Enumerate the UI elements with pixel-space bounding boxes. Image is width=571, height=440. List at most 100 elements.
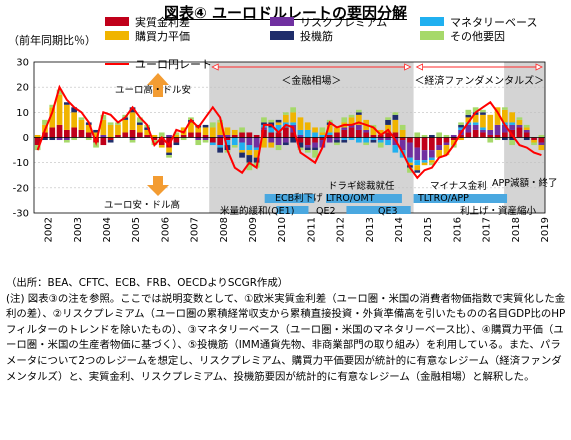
annotation-10: QE3 — [378, 206, 398, 217]
bar-4-5 — [71, 107, 77, 113]
bar-3-67 — [523, 127, 530, 130]
bar-0-36 — [297, 137, 304, 143]
bar-3-58 — [458, 137, 464, 141]
bar-5-42 — [341, 117, 348, 123]
bar-1-3 — [56, 137, 63, 141]
bar-0-60 — [472, 129, 479, 138]
bar-2-24 — [210, 142, 216, 146]
bar-4-61 — [480, 112, 486, 115]
bar-4-28 — [239, 152, 245, 158]
bar-3-3 — [56, 94, 63, 125]
bar-3-62 — [487, 114, 494, 130]
bar-1-41 — [334, 137, 340, 141]
up-arrow-icon — [147, 73, 169, 97]
bar-5-53 — [421, 134, 428, 138]
bar-0-43 — [348, 127, 355, 138]
bar-3-52 — [414, 165, 421, 171]
legend-swatch-1 — [270, 17, 294, 26]
x-tick-label-0: 2002 — [44, 217, 55, 242]
bar-0-59 — [465, 132, 472, 138]
bar-0-48 — [385, 132, 391, 138]
bar-0-64 — [502, 132, 508, 138]
bar-3-38 — [312, 127, 318, 133]
legend-swatch-5 — [420, 31, 444, 40]
bar-0-3 — [56, 124, 63, 138]
bar-1-22 — [195, 137, 202, 141]
bar-3-33 — [275, 122, 282, 125]
bar-0-32 — [268, 132, 275, 138]
bar-5-46 — [370, 124, 377, 128]
bar-5-43 — [348, 114, 355, 118]
bar-4-34 — [283, 142, 289, 146]
bar-2-48 — [385, 140, 391, 146]
annotation-0: ユーロ高・ドル安 — [115, 84, 191, 96]
bar-0-61 — [480, 132, 486, 138]
bar-2-26 — [224, 140, 231, 146]
bar-1-29 — [246, 137, 253, 146]
legend-swatch-2 — [420, 17, 444, 26]
x-tick-label-7: 2009 — [248, 217, 259, 242]
bar-0-21 — [188, 132, 194, 138]
regime-arrowhead-left-1 — [415, 63, 423, 71]
bar-0-30 — [253, 134, 260, 138]
bar-3-32 — [268, 142, 275, 148]
bar-5-66 — [516, 117, 523, 120]
bar-0-62 — [487, 134, 494, 138]
bar-5-52 — [414, 132, 421, 138]
bar-1-40 — [326, 137, 333, 143]
bar-5-38 — [312, 150, 318, 158]
bar-2-28 — [239, 142, 245, 151]
bar-2-32 — [268, 127, 275, 133]
bar-3-22 — [195, 127, 202, 133]
legend-label-4: 投機筋 — [300, 29, 333, 43]
bar-3-4 — [64, 104, 70, 130]
bar-3-27 — [231, 129, 238, 135]
bar-4-52 — [414, 170, 421, 173]
bar-1-33 — [275, 137, 282, 146]
bar-5-4 — [64, 140, 70, 143]
legend-label-1: リスクプレミアム — [300, 16, 387, 29]
bar-0-39 — [319, 137, 326, 141]
bar-2-33 — [275, 124, 282, 133]
bar-1-28 — [239, 137, 245, 143]
bar-5-40 — [326, 119, 333, 123]
bar-0-5 — [71, 127, 77, 138]
bar-3-29 — [246, 150, 253, 156]
annotation-9: QE2 — [316, 206, 336, 217]
bar-1-32 — [268, 137, 275, 143]
bar-0-24 — [210, 137, 216, 143]
bar-1-69 — [538, 142, 545, 146]
bar-0-57 — [450, 137, 457, 141]
bar-1-26 — [224, 134, 231, 138]
ltro-omt-banner — [326, 194, 402, 203]
bar-3-37 — [304, 122, 311, 130]
bar-3-57 — [450, 140, 457, 146]
bar-5-54 — [429, 162, 435, 166]
bar-series — [34, 89, 545, 173]
bar-4-36 — [297, 142, 304, 148]
bar-0-58 — [458, 134, 464, 138]
bar-3-11 — [115, 124, 121, 135]
bar-1-54 — [429, 150, 435, 158]
bar-5-29 — [246, 162, 253, 171]
bar-0-51 — [407, 137, 413, 143]
bar-1-39 — [319, 140, 326, 148]
y-tick-label-1: 20 — [16, 83, 29, 94]
bar-1-38 — [312, 142, 318, 148]
bar-5-64 — [502, 107, 508, 110]
bar-3-43 — [348, 117, 355, 125]
bar-5-68 — [531, 142, 537, 146]
bar-4-33 — [275, 119, 282, 123]
bar-0-67 — [523, 132, 530, 138]
bar-1-44 — [356, 124, 362, 130]
regime-labels: ＜金融相場＞ ＜経済ファンダメンタルズ＞ — [211, 63, 544, 87]
bar-5-27 — [231, 145, 238, 148]
annotation-5: ECB利下げ — [275, 192, 323, 204]
bar-3-19 — [173, 134, 180, 138]
bar-0-13 — [129, 129, 136, 138]
bar-5-28 — [239, 127, 245, 133]
bar-3-65 — [509, 112, 515, 123]
regime-arrowhead-right-1 — [535, 63, 543, 71]
bar-0-27 — [231, 134, 238, 138]
